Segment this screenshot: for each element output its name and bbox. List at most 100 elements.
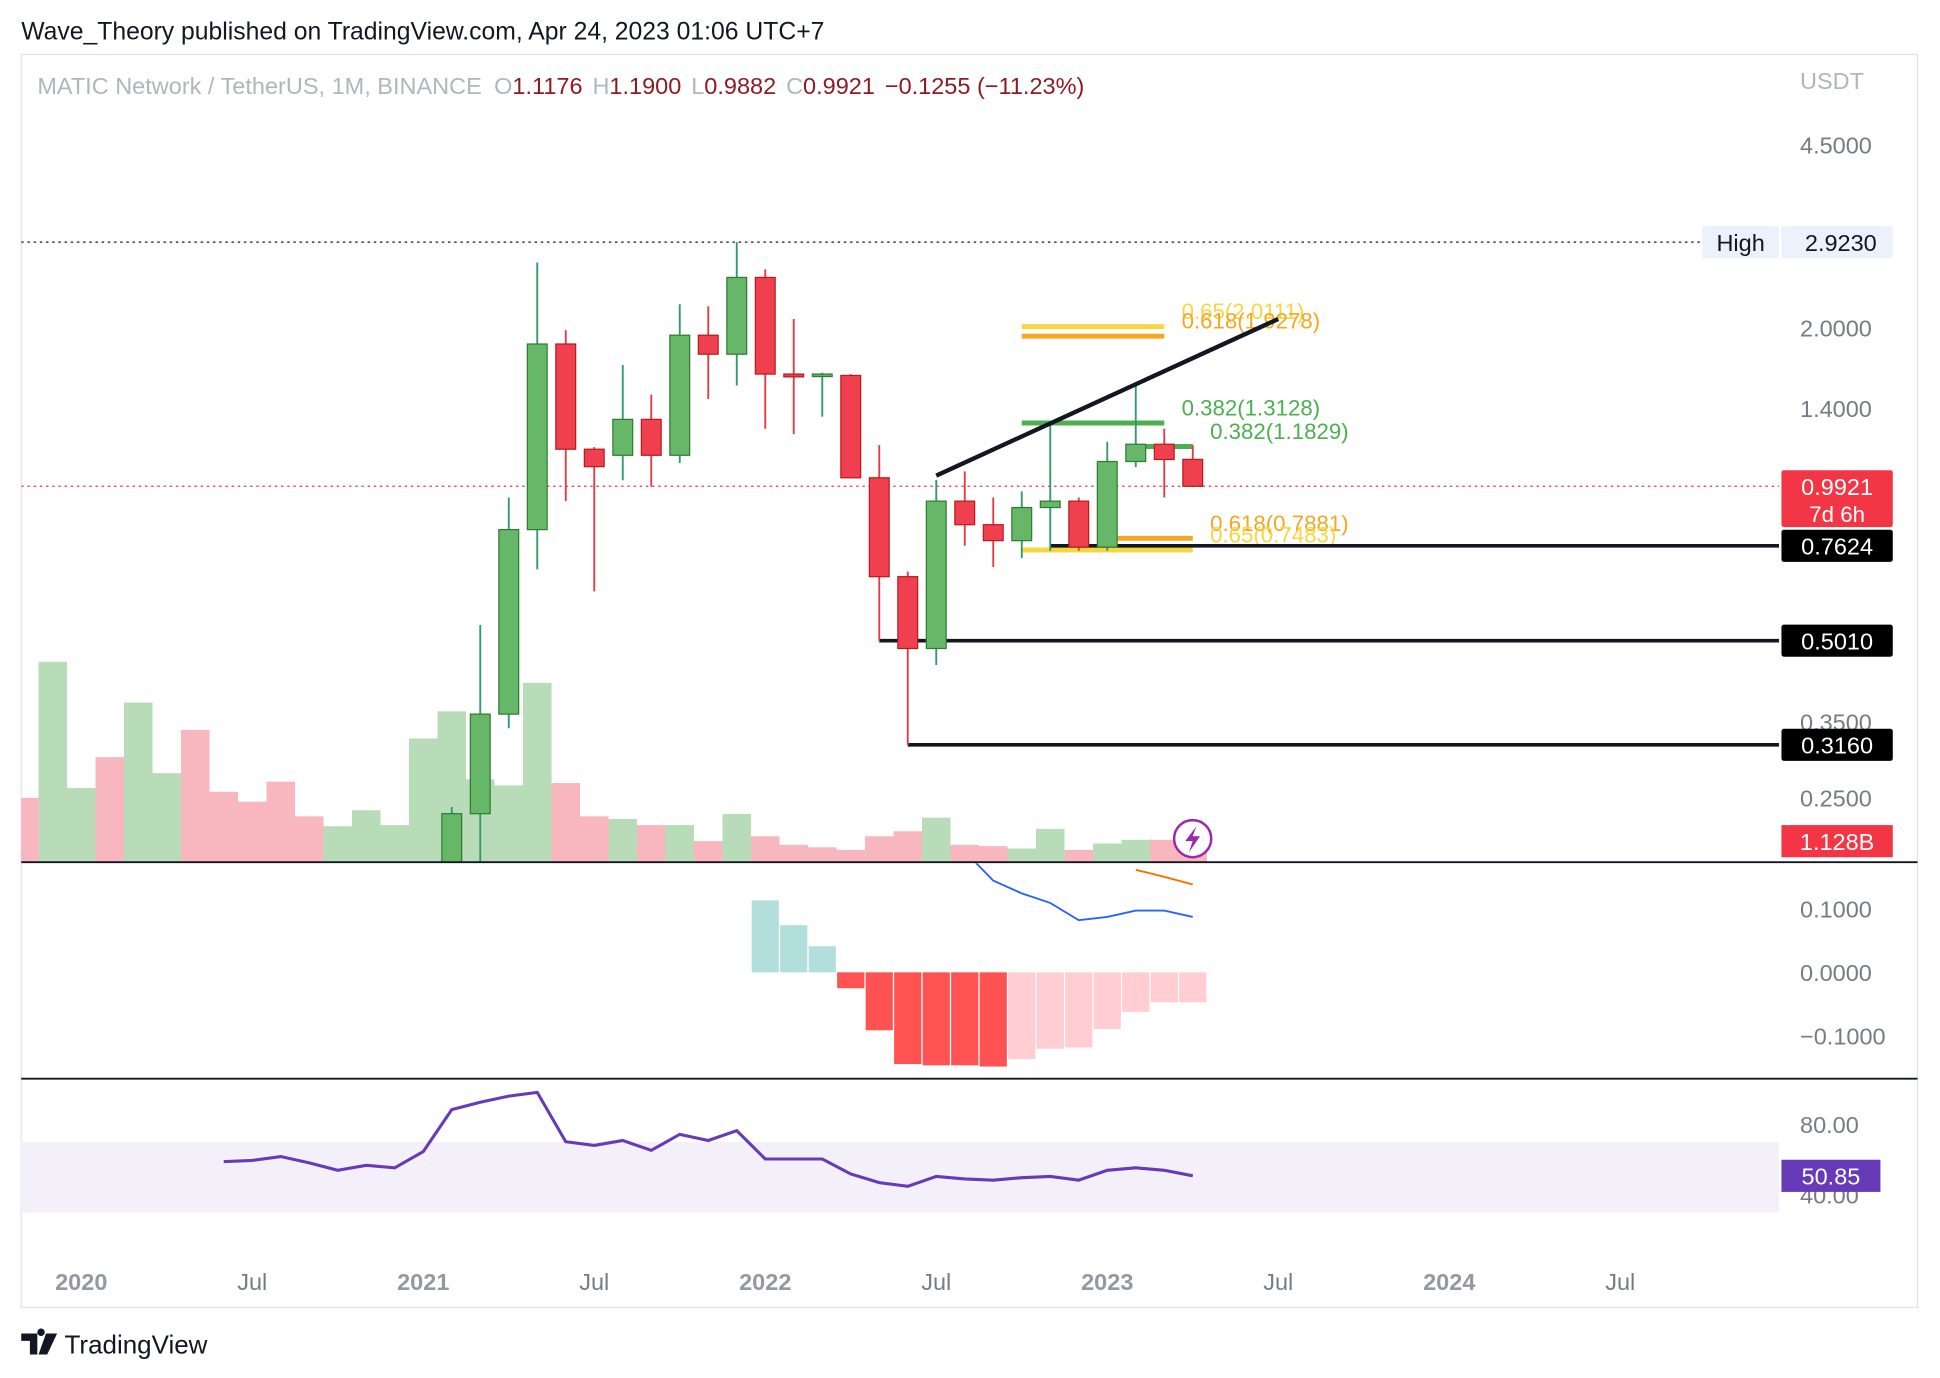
candle-body	[783, 373, 805, 378]
macd-tick-label: 0.1000	[1800, 896, 1872, 922]
y-tick-label: 2.0000	[1800, 316, 1872, 342]
macd-histogram-bar	[979, 972, 1007, 1067]
header-title: Wave_Theory published on TradingView.com…	[21, 19, 824, 46]
candle-body	[840, 374, 862, 479]
volume-bar	[580, 816, 609, 863]
candle-body	[1096, 460, 1118, 548]
macd-histogram-bar	[894, 972, 922, 1065]
candle-body	[754, 276, 776, 375]
x-tick-label: Jul	[1605, 1269, 1635, 1295]
x-tick-label: 2022	[739, 1269, 791, 1295]
candle-body	[697, 334, 719, 355]
macd-histogram-bar	[1008, 972, 1036, 1059]
volume-bar	[38, 661, 68, 863]
volume-bar	[779, 844, 809, 863]
volume-bar	[979, 846, 1008, 863]
y-tick-label: 4.5000	[1800, 132, 1872, 158]
volume-bar	[238, 801, 267, 863]
level-value: 0.5010	[1801, 628, 1873, 654]
candle-body	[925, 500, 947, 650]
macd-histogram-bar	[1093, 972, 1121, 1029]
legend-value: 0.9882	[704, 73, 776, 99]
volume-bar	[409, 738, 438, 863]
last-price-box	[1781, 470, 1893, 528]
volume-label: 1.128B	[1800, 829, 1874, 855]
volume-bar	[551, 783, 581, 863]
x-tick-label: Jul	[921, 1269, 951, 1295]
candle-body	[1182, 458, 1204, 487]
y-tick-label: 0.2500	[1800, 785, 1872, 811]
volume-bar	[722, 813, 752, 863]
candle-body	[726, 276, 748, 355]
level-value: 0.3160	[1801, 732, 1873, 758]
macd-pane	[751, 863, 1207, 1067]
volume-bar	[608, 818, 638, 863]
x-tick-label: Jul	[579, 1269, 609, 1295]
rsi-label-box	[1781, 1159, 1881, 1192]
volume-bar	[1007, 848, 1037, 863]
volume-bar	[1150, 839, 1179, 863]
volume-bar	[1093, 843, 1122, 863]
volume-bar	[95, 757, 125, 863]
candle-body	[669, 334, 691, 456]
candle-body	[1039, 500, 1061, 509]
candle-body	[526, 343, 548, 531]
level-box	[1781, 728, 1893, 761]
fib-label: 0.382(1.3128)	[1182, 396, 1321, 421]
x-tick-label: 2021	[397, 1269, 449, 1295]
fib-label: 0.618(0.7881)	[1210, 511, 1349, 536]
x-tick-label: 2020	[55, 1269, 107, 1295]
rsi-tick-label: 80.00	[1800, 1112, 1859, 1138]
volume-bar	[523, 682, 552, 863]
candle-body	[498, 528, 520, 715]
candle-body	[1011, 506, 1033, 542]
candle-body	[954, 500, 976, 526]
macd-histogram-bar	[1150, 972, 1178, 1003]
high-value: 2.9230	[1805, 230, 1877, 256]
volume-label-box	[1781, 825, 1893, 858]
volume-bar	[751, 836, 780, 863]
y-tick-label: 1.4000	[1800, 396, 1872, 422]
candle-body	[1068, 500, 1090, 548]
macd-histogram-bar	[1122, 972, 1150, 1012]
volume-bar	[637, 825, 666, 863]
last-price-value: 0.9921	[1801, 474, 1873, 500]
volume-bar	[21, 797, 39, 863]
candle-body	[612, 418, 634, 456]
macd-histogram-bar	[865, 972, 893, 1031]
legend-key: O	[494, 73, 512, 99]
volume-bar	[694, 841, 723, 863]
candle-body	[982, 524, 1004, 542]
candle-body	[868, 477, 890, 578]
signal-line	[1135, 868, 1193, 886]
volume-bar	[181, 729, 210, 863]
candle-body	[811, 373, 833, 378]
fib-label: 0.65(2.0111)	[1182, 299, 1305, 324]
high-name-box	[1702, 226, 1779, 259]
macd-histogram-bar	[1036, 972, 1064, 1049]
volume-bar	[352, 810, 381, 863]
macd-histogram-bar	[751, 900, 779, 973]
candle-body	[1153, 443, 1175, 461]
macd-histogram-bar	[808, 946, 836, 973]
fib-label: 0.382(1.1829)	[1210, 419, 1349, 444]
volume-bar	[67, 788, 96, 863]
candle-body	[555, 343, 577, 450]
volume-bar	[380, 825, 410, 863]
x-tick-label: 2024	[1423, 1269, 1475, 1295]
macd-histogram-bar	[951, 972, 979, 1066]
rsi-band	[21, 1142, 1779, 1213]
macd-histogram-bar	[1179, 972, 1207, 1003]
brand-name: TradingView	[65, 1329, 208, 1359]
price-pane: 0.65(2.0111)0.618(1.9278)0.382(1.3128)0.…	[21, 241, 1779, 863]
rsi-label: 50.85	[1802, 1163, 1861, 1189]
volume-bar	[295, 816, 324, 863]
macd-histogram-bar	[922, 972, 950, 1066]
level-box	[1781, 529, 1893, 562]
symbol: MATIC Network / TetherUS, 1M, BINANCE	[37, 73, 481, 99]
legend-value: 1.1900	[609, 73, 681, 99]
macd-histogram-bar	[1065, 972, 1093, 1048]
volume-bar	[865, 836, 894, 863]
lightning-icon	[1185, 826, 1201, 853]
